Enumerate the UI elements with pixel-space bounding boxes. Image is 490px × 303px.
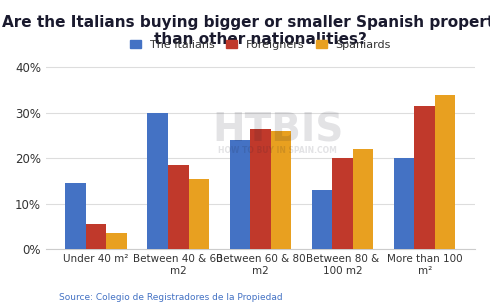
Bar [312, 190, 332, 249]
Bar [270, 131, 291, 249]
Bar [86, 225, 106, 249]
Bar [106, 234, 127, 249]
Text: HOW TO BUY IN SPAIN.COM: HOW TO BUY IN SPAIN.COM [218, 145, 337, 155]
Bar [65, 183, 86, 249]
Bar [353, 149, 373, 249]
Text: Source: Colegio de Registradores de la Propiedad: Source: Colegio de Registradores de la P… [59, 293, 282, 302]
Bar [394, 158, 415, 249]
Bar [250, 129, 270, 249]
Bar [415, 106, 435, 249]
Bar [230, 140, 250, 249]
Bar [147, 113, 168, 249]
Bar [332, 158, 353, 249]
Bar [168, 165, 189, 249]
Bar [189, 179, 209, 249]
Legend: The Italians, Foreigners, Spaniards: The Italians, Foreigners, Spaniards [125, 35, 395, 54]
Bar [435, 95, 456, 249]
Title: Are the Italians buying bigger or smaller Spanish properties
than other national: Are the Italians buying bigger or smalle… [2, 15, 490, 47]
Text: HTBIS: HTBIS [212, 112, 343, 150]
